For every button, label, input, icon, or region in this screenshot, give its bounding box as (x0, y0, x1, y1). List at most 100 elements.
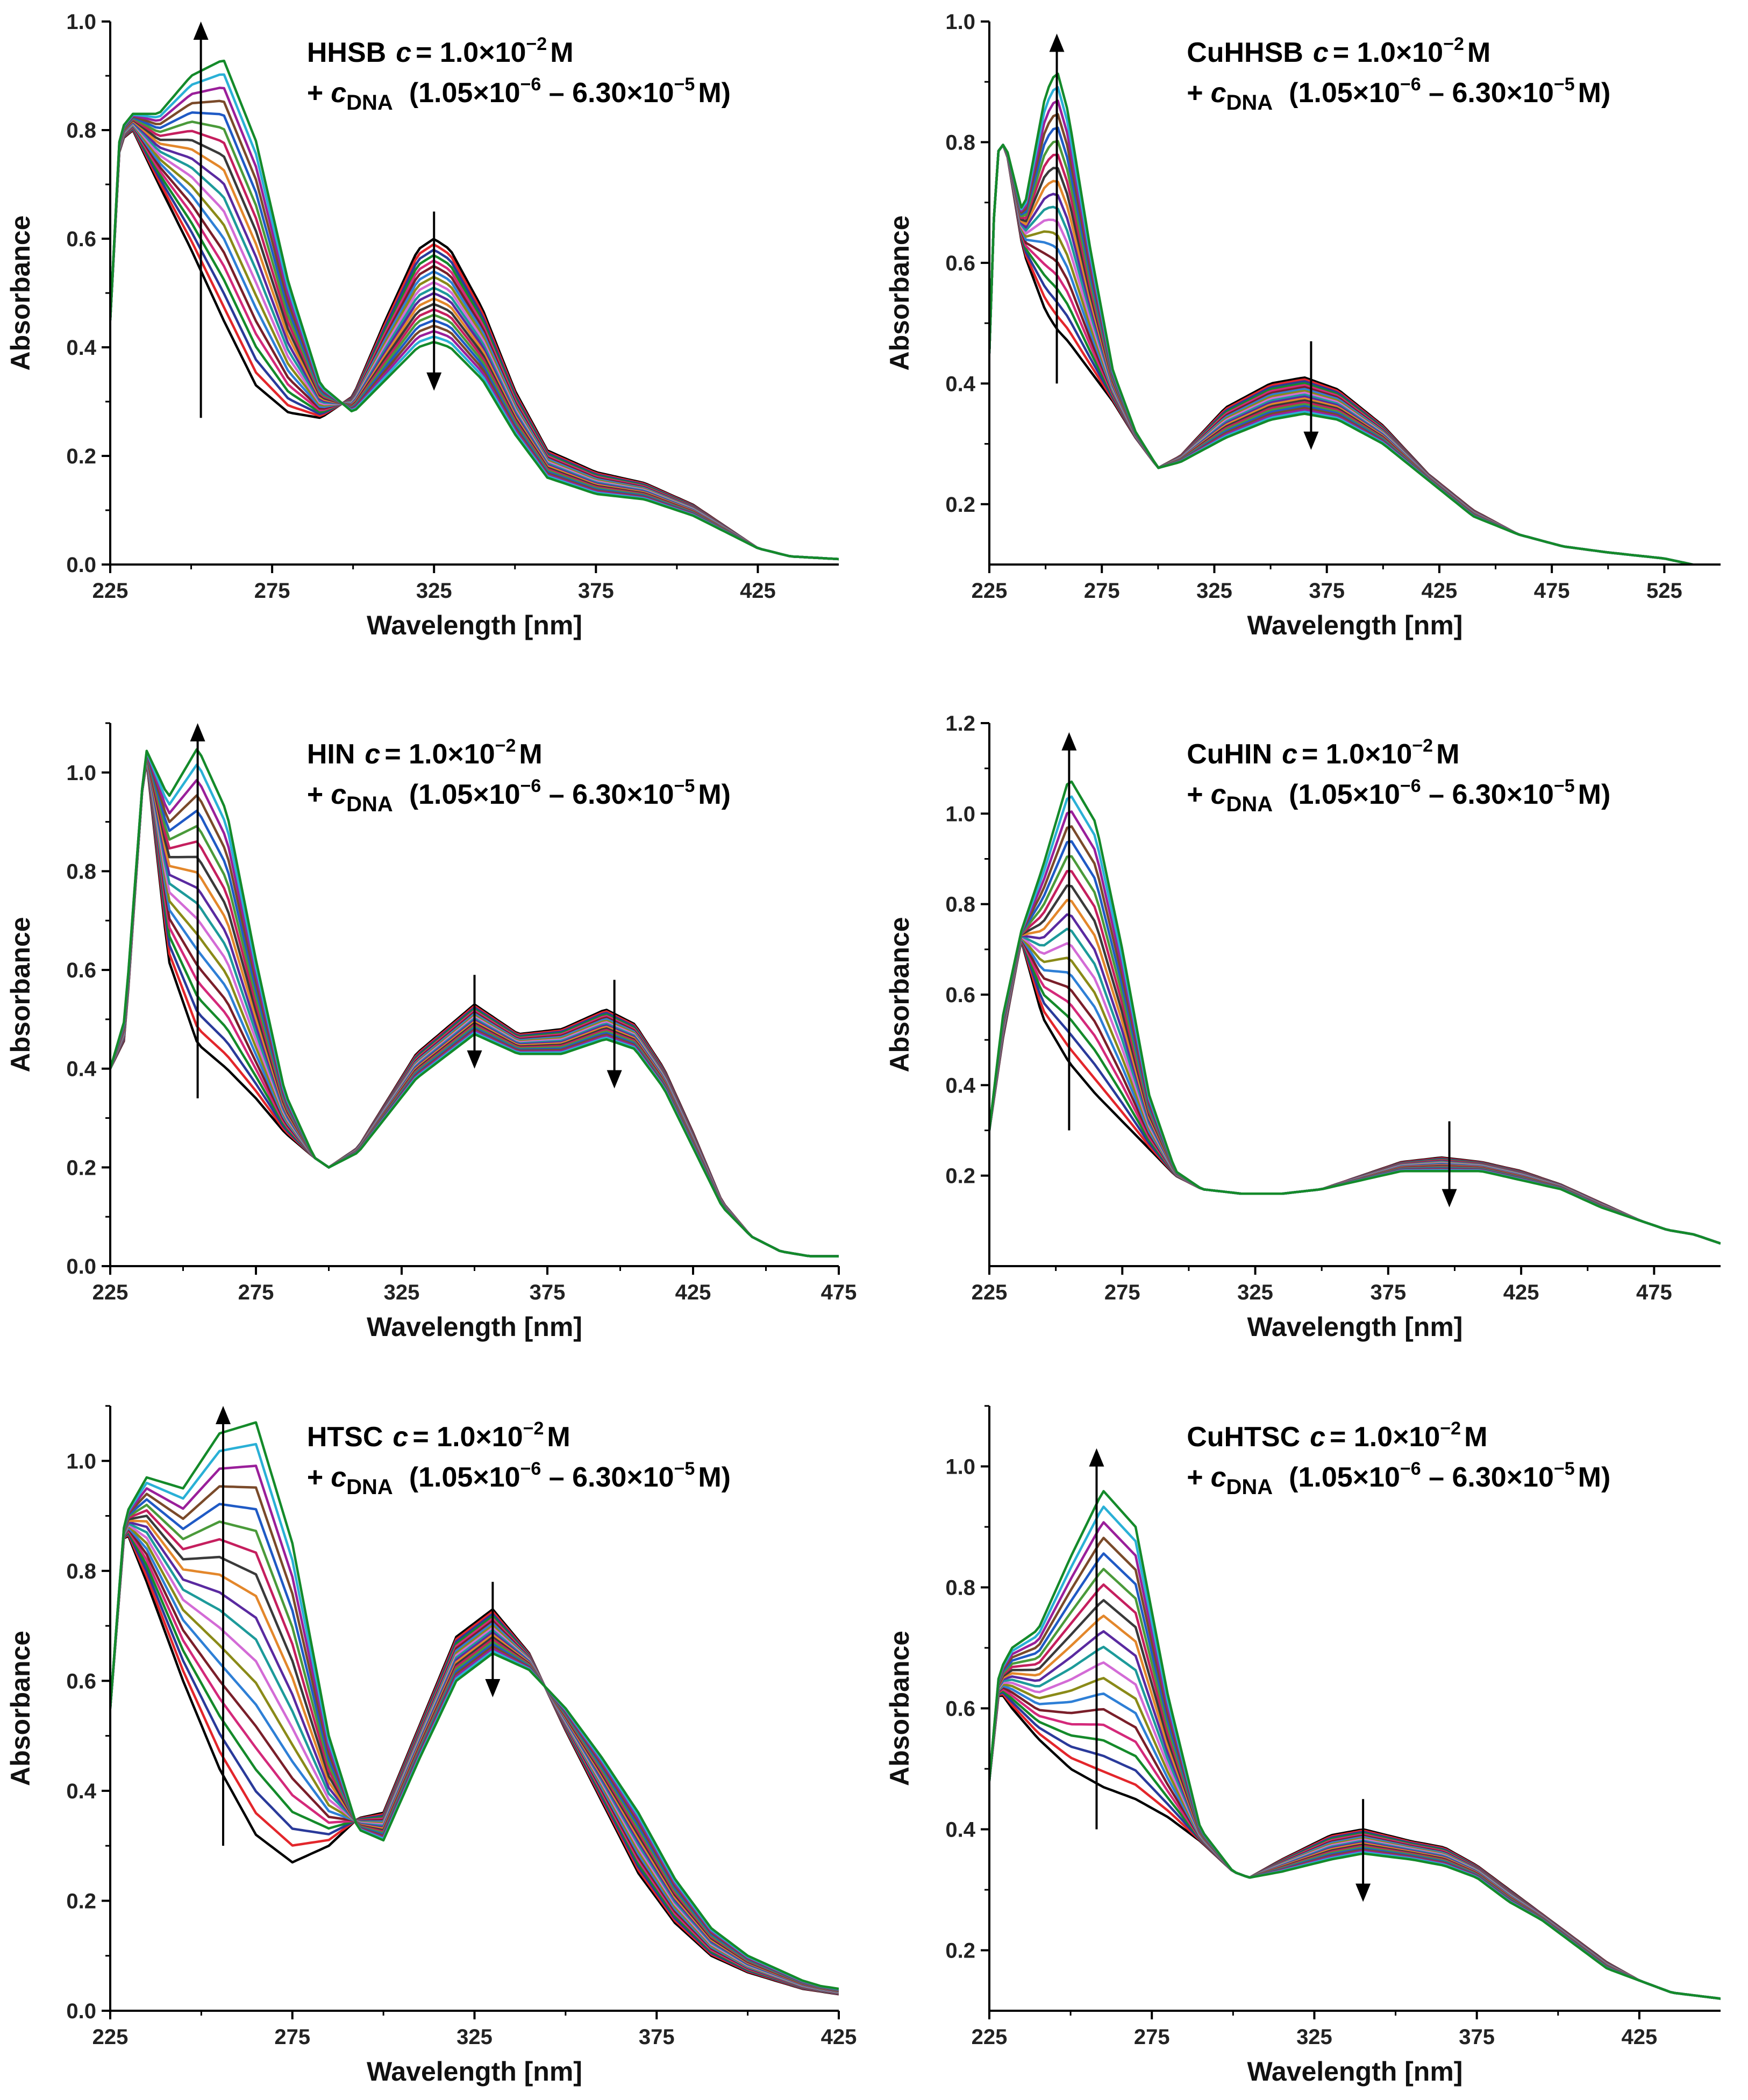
series-line-20 (989, 72, 1699, 565)
arrow-head (1089, 1448, 1104, 1467)
annotation-line-2: + cDNA (1.05×10−6 – 6.30×10−5 M) (307, 74, 731, 115)
annotation-part: (1.05×10 (409, 77, 520, 109)
series-line-20 (110, 59, 839, 561)
annotation-part: −2 (526, 34, 547, 54)
annotation-part: = 1.0×10 (416, 37, 526, 68)
panel-hin: 225 275 325 375 425 475 0.0 0.2 0.4 0.6 0.8 1.0 Wave… (5, 722, 857, 1342)
x-tick-label: 475 (1636, 1281, 1672, 1304)
annotation-part: −2 (1440, 1418, 1461, 1439)
annotation-part: M) (1578, 77, 1611, 109)
y-tick-label: 0.2 (66, 1889, 96, 1913)
y-tick-label: 0.8 (66, 1560, 96, 1583)
x-tick-label: 375 (1459, 2025, 1495, 2049)
y-tick-label: 0.4 (945, 1818, 975, 1842)
series-line-20 (989, 1490, 1721, 2000)
x-tick-label: 325 (384, 1281, 420, 1304)
annotation-part: – 6.30×10 (541, 77, 674, 109)
annotation-part: c (1211, 1462, 1226, 1493)
y-axis-label: Absorbance (884, 917, 915, 1073)
x-tick-label: 525 (1646, 579, 1682, 603)
annotation-part: −2 (1412, 735, 1433, 756)
series-group (110, 59, 839, 561)
y-tick-label: 0.6 (945, 252, 975, 275)
series-group (110, 1421, 839, 1996)
x-tick-label: 375 (578, 579, 614, 603)
panel-hhsb: 225 275 325 375 425 0.0 0.2 0.4 0.6 0.8 1.0 Wavelen… (5, 10, 839, 640)
y-tick-label: 1.2 (945, 712, 975, 735)
annotation-part: HTSC (307, 1422, 383, 1453)
annotation-part: c (1211, 77, 1226, 109)
y-tick-label: 0.0 (66, 553, 96, 577)
y-tick-label: 0.8 (945, 1576, 975, 1600)
x-tick-label: 225 (92, 579, 129, 603)
x-tick-label: 275 (1084, 579, 1120, 603)
annotation-part: M) (698, 779, 731, 810)
x-tick-label: 425 (675, 1281, 711, 1304)
annotation-part: (1.05×10 (409, 779, 520, 810)
annotation-part: M) (698, 77, 731, 109)
arrow-head (1442, 1189, 1457, 1208)
annotation-part: c (396, 37, 411, 68)
annotation-part: −6 (1400, 74, 1421, 95)
annotation-part: −5 (674, 1459, 695, 1479)
annotation-part: DNA (1226, 91, 1273, 115)
annotation-part: – 6.30×10 (1421, 77, 1554, 109)
annotation-part: M (547, 1422, 570, 1453)
annotation-part: −5 (674, 776, 695, 796)
series-group (989, 1490, 1721, 2000)
x-tick-label: 325 (1296, 2025, 1332, 2049)
y-tick-label: 0.6 (66, 1669, 96, 1693)
x-tick-label: 225 (972, 1281, 1008, 1304)
annotation-line-1: HIN c = 1.0×10−2 M (307, 735, 543, 770)
y-tick-label: 0.2 (66, 445, 96, 468)
y-tick-label: 0.2 (945, 493, 975, 517)
arrow-head (1061, 732, 1077, 751)
annotation-line-2: + cDNA (1.05×10−6 – 6.30×10−5 M) (1187, 776, 1610, 816)
x-tick-label: 425 (740, 579, 776, 603)
annotation-part: + (1187, 77, 1203, 109)
arrow-head (485, 1679, 501, 1698)
arrow-down (467, 975, 482, 1069)
y-axis-label: Absorbance (5, 917, 35, 1073)
x-tick-label: 325 (1237, 1281, 1273, 1304)
x-tick-label: 375 (530, 1281, 566, 1304)
x-axis-label: Wavelength [nm] (367, 2056, 582, 2087)
annotation-part: M (1467, 37, 1490, 68)
series-line-20 (110, 1421, 839, 1990)
x-tick-label: 225 (972, 579, 1008, 603)
annotation-part: – 6.30×10 (541, 1462, 674, 1493)
annotation-part: c (331, 77, 346, 109)
annotation-part: + (307, 1462, 323, 1493)
arrow-head (190, 723, 205, 741)
annotation-part: = 1.0×10 (1302, 739, 1412, 770)
arrow-down (1303, 341, 1319, 450)
y-tick-label: 0.4 (66, 1058, 96, 1081)
annotation-part: −6 (1400, 1459, 1421, 1479)
x-tick-label: 225 (972, 2025, 1008, 2049)
y-tick-label: 0.6 (945, 983, 975, 1007)
annotation-part: c (1313, 37, 1329, 68)
annotation-part: + (1187, 1462, 1203, 1493)
series-line-1 (110, 1534, 839, 1996)
y-tick-label: 1.0 (945, 802, 975, 826)
x-tick-label: 275 (1104, 1281, 1140, 1304)
x-tick-label: 425 (1503, 1281, 1539, 1304)
annotation-part: c (365, 739, 380, 770)
y-tick-label: 0.6 (945, 1697, 975, 1721)
y-tick-label: 0.6 (66, 227, 96, 251)
annotation-line-1: CuHHSB c = 1.0×10−2 M (1187, 34, 1490, 68)
y-tick-label: 0.0 (66, 1999, 96, 2023)
arrow-head (607, 1070, 622, 1089)
annotation-part: + (1187, 779, 1203, 810)
x-axis-label: Wavelength [nm] (367, 1312, 582, 1342)
annotation-part: DNA (1226, 1475, 1273, 1499)
x-tick-label: 425 (1422, 579, 1458, 603)
x-tick-label: 475 (821, 1281, 857, 1304)
annotation-part: CuHTSC (1187, 1422, 1300, 1453)
annotation-part: −5 (1554, 1459, 1575, 1479)
x-axis-label: Wavelength [nm] (1247, 610, 1463, 640)
arrow-up (1049, 33, 1065, 384)
annotation-part: = 1.0×10 (384, 739, 495, 770)
arrow-head (1049, 33, 1065, 52)
